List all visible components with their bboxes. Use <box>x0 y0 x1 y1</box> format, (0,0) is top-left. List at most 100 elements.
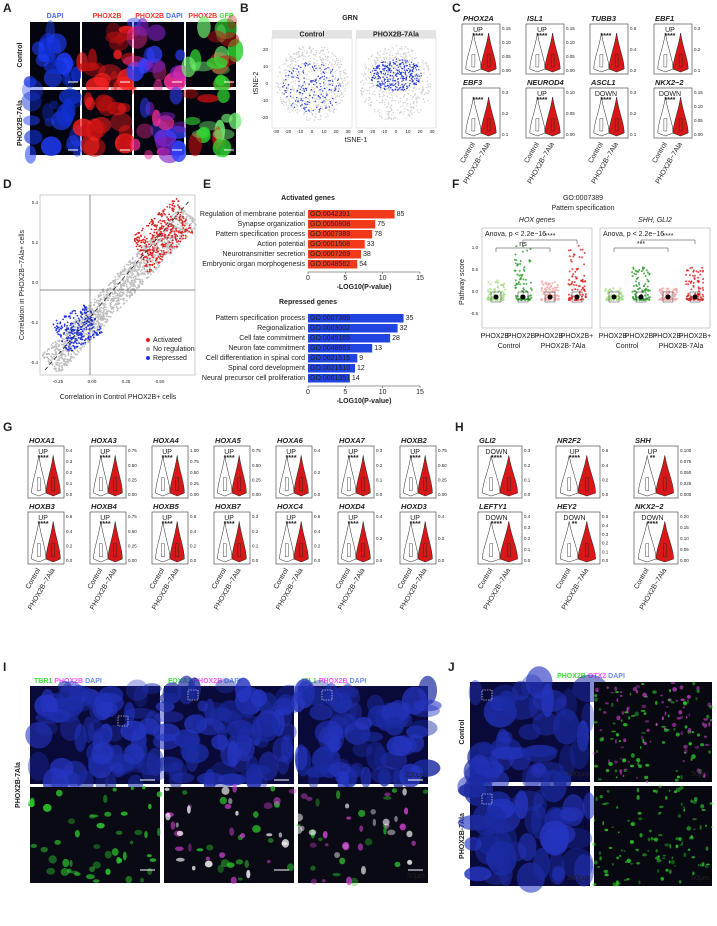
cell <box>136 123 153 138</box>
cell-point <box>325 59 326 60</box>
point <box>170 225 172 227</box>
point <box>58 365 60 367</box>
point <box>56 331 58 333</box>
point <box>78 318 80 320</box>
y-tick-label: 0.0 <box>252 558 259 563</box>
gene-label: NEUROD4 <box>527 78 565 87</box>
point <box>138 257 140 259</box>
cell-point <box>414 87 415 88</box>
point <box>694 292 696 294</box>
point <box>111 307 113 309</box>
cell-point <box>400 77 401 78</box>
cell-point <box>341 100 342 101</box>
cell-point <box>405 75 406 76</box>
cell-point <box>385 86 386 87</box>
cell-point <box>375 68 376 69</box>
cell-point <box>323 81 324 82</box>
cell-point <box>375 70 376 71</box>
point <box>172 213 174 215</box>
cell-point <box>391 100 392 101</box>
point <box>186 216 188 218</box>
cell-point <box>426 92 427 93</box>
point <box>112 293 114 295</box>
point <box>69 317 71 319</box>
cell-point <box>328 80 329 81</box>
point <box>583 275 585 277</box>
legend-marker <box>146 356 150 360</box>
point <box>149 258 151 260</box>
bar-count: 32 <box>400 325 408 332</box>
point <box>148 254 150 256</box>
cell-point <box>283 105 284 106</box>
cell-point <box>406 100 407 101</box>
bar-count: 35 <box>406 315 414 322</box>
cell-point <box>323 50 324 51</box>
cell-point <box>388 112 389 113</box>
cell-point <box>325 102 326 103</box>
point <box>151 238 153 240</box>
cell-point <box>300 56 301 57</box>
cell-point <box>429 74 430 75</box>
cell-point <box>322 76 323 77</box>
point <box>112 282 114 284</box>
cell-point <box>428 90 429 91</box>
cell-point <box>315 114 316 115</box>
row-label: Control <box>17 43 24 68</box>
point <box>702 294 704 296</box>
point <box>137 232 139 234</box>
point <box>99 300 101 302</box>
cell-point <box>419 88 420 89</box>
y-tick-label: 0.10 <box>566 40 575 45</box>
cell-point <box>309 63 310 64</box>
y-tick-label: 0.20 <box>680 514 689 519</box>
cell-point <box>345 69 346 70</box>
point <box>136 233 138 235</box>
y-tick-label: 0.1 <box>602 549 609 554</box>
cell-point <box>314 84 315 85</box>
cell-point <box>289 75 290 76</box>
point <box>110 304 112 306</box>
point <box>87 321 89 323</box>
cell-point <box>383 70 384 71</box>
point <box>674 295 676 297</box>
point <box>617 298 619 300</box>
cell-point <box>306 53 307 54</box>
y-tick-label: 0.3 <box>694 26 701 31</box>
x-tick-label: 0.00 <box>88 379 97 384</box>
point <box>151 255 153 257</box>
cell-point <box>291 56 292 57</box>
y-tick-label: -0.5 <box>470 311 478 316</box>
cell <box>175 49 185 60</box>
cell-point <box>322 90 323 91</box>
cell-point <box>397 72 398 73</box>
point <box>621 291 623 293</box>
point <box>146 225 148 227</box>
point <box>149 267 151 269</box>
cell-point <box>393 68 394 69</box>
legend-label: Repressed <box>153 355 187 362</box>
significance: **** <box>224 521 235 528</box>
cell-point <box>417 77 418 78</box>
point <box>56 354 58 356</box>
cell-point <box>324 47 325 48</box>
point <box>142 228 144 230</box>
cell-point <box>330 89 331 90</box>
cell-point <box>369 89 370 90</box>
cell-point <box>379 68 380 69</box>
cell-point <box>288 54 289 55</box>
gene-label: HOXA6 <box>277 436 304 445</box>
point <box>517 283 519 285</box>
mean-marker <box>666 295 671 300</box>
cell <box>42 103 53 121</box>
cell-point <box>413 68 414 69</box>
cell-point <box>387 67 388 68</box>
group-label: Control <box>555 567 573 590</box>
y-tick-label: 0.5 <box>472 267 479 272</box>
cell-point <box>305 97 306 98</box>
cell-point <box>291 68 292 69</box>
cell-point <box>297 51 298 52</box>
cell-point <box>418 76 419 77</box>
point <box>501 290 503 292</box>
cell-point <box>295 61 296 62</box>
cell-point <box>298 51 299 52</box>
